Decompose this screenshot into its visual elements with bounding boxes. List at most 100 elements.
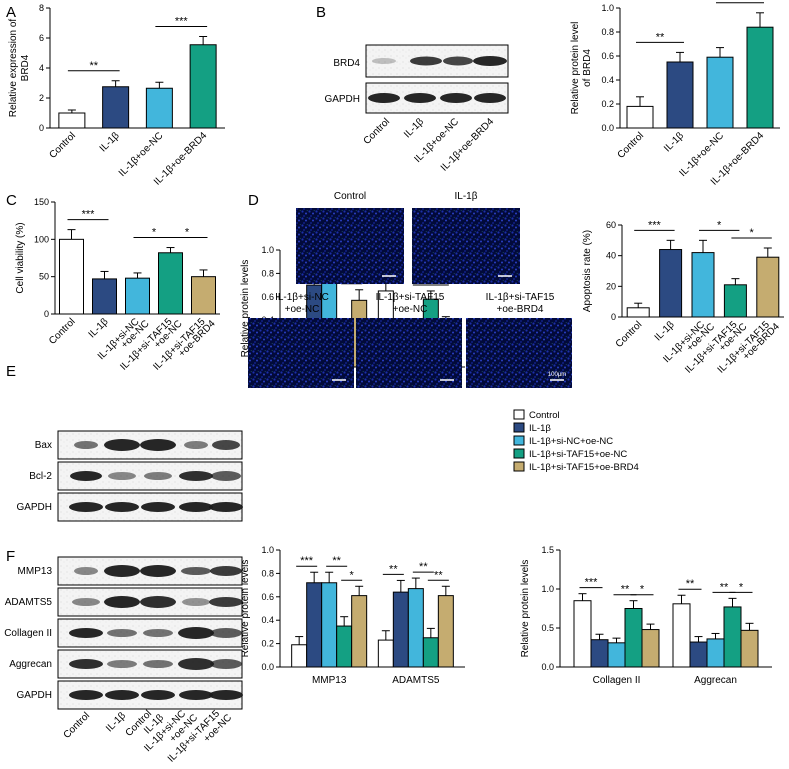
significance-label-F2: *	[739, 581, 744, 593]
bar-C-2	[125, 277, 150, 315]
y-axis-label-D: Apoptosis rate (%)	[582, 230, 593, 312]
blot-brd4-band	[473, 56, 507, 66]
category-label-A: IL-1β	[98, 130, 122, 154]
significance-label-B: **	[656, 31, 665, 43]
bar-F1-ADAMTS5-4	[437, 595, 454, 668]
bar-D-0	[626, 307, 650, 318]
blot-gapdh-e	[57, 492, 243, 522]
blot-bax-band	[140, 439, 176, 451]
y-tick-label-F1: 0.4	[261, 615, 274, 625]
legend-swatch	[513, 435, 525, 446]
category-label-A: Control	[47, 130, 78, 161]
y-tick-label-F1: 0.8	[261, 568, 274, 578]
y-tick-label-E: 0.8	[261, 268, 274, 278]
significance-label-F1: **	[332, 555, 341, 567]
scale-bar-label: 100μm	[548, 372, 566, 378]
blot-bax-band	[104, 439, 140, 451]
y-axis-label-B: Relative protein level	[570, 22, 581, 115]
group-label-F2: Collagen II	[593, 675, 641, 686]
y-tick-label-F1: 0.0	[261, 662, 274, 672]
y-tick-label-D: 20	[606, 281, 616, 291]
bar-D-4	[756, 256, 780, 318]
y-axis-label-E: Relative protein levels	[240, 260, 251, 358]
y-tick-label-C: 100	[34, 234, 49, 244]
blot-label-e: Bcl-2	[29, 471, 52, 482]
blot-lane-label-f: Control	[62, 710, 93, 741]
blot-f-0	[57, 556, 243, 586]
bar-F1-MMP13-2	[321, 582, 338, 668]
y-tick-label-F2: 0.0	[541, 662, 554, 672]
blot-label-f: Aggrecan	[9, 659, 52, 670]
blot-label-f: GAPDH	[16, 690, 52, 701]
bar-B-0	[626, 105, 654, 129]
blot-label-f: ADAMTS5	[5, 597, 53, 608]
micrograph-label: +oe-NC	[285, 304, 320, 315]
bar-F1-ADAMTS5-1	[392, 591, 409, 668]
significance-label-F1: **	[419, 561, 428, 573]
blot-bcl2-band	[70, 471, 102, 481]
category-label-B: IL-1β	[662, 130, 686, 154]
category-label-D: Control	[614, 319, 645, 350]
blot-gapdh-e-band	[69, 502, 103, 512]
blot-f-3-band	[210, 659, 242, 669]
blot-bax-band	[184, 441, 208, 449]
micrograph-label: IL-1β+si-NC	[275, 292, 329, 303]
blot-label-f: Collagen II	[4, 628, 52, 639]
y-tick-label-E: 0.6	[261, 292, 274, 302]
panel-label-A: A	[6, 4, 16, 21]
y-axis-label-A: BRD4	[20, 54, 31, 81]
category-label-C: Control	[47, 316, 78, 347]
y-tick-label-F1: 0.6	[261, 592, 274, 602]
significance-label-C: *	[152, 227, 157, 239]
significance-label-F2: **	[686, 578, 695, 590]
y-tick-label-C: 150	[34, 197, 49, 207]
blot-brd4-band	[443, 56, 473, 66]
y-tick-label-D: 60	[606, 220, 616, 230]
blot-f-2-band	[210, 628, 242, 638]
blot-f-3-band	[143, 660, 173, 668]
significance-label-F2: **	[621, 584, 630, 596]
micrograph-image	[412, 208, 520, 284]
y-tick-label-E: 1.0	[261, 245, 274, 255]
y-tick-label-B: 0.8	[601, 27, 614, 37]
blot-gapdh-b-band	[368, 93, 400, 103]
bar-F2-Collagen II-0	[573, 600, 592, 668]
legend-label: IL-1β+si-NC+oe-NC	[529, 436, 613, 447]
blot-f-4	[57, 680, 243, 710]
significance-label-C: *	[185, 227, 190, 239]
significance-label-A: ***	[175, 16, 189, 28]
blot-f-3-band	[69, 659, 103, 669]
y-tick-label-D: 40	[606, 251, 616, 261]
y-tick-label-B: 0.6	[601, 51, 614, 61]
blot-gapdh-e-band	[209, 502, 243, 512]
blot-label-e: GAPDH	[16, 502, 52, 513]
blot-gapdh-e-band	[179, 502, 213, 512]
blot-f-0-band	[74, 567, 98, 575]
blot-f-1-band	[140, 596, 176, 608]
bar-F1-ADAMTS5-2	[407, 588, 424, 668]
legend-label: IL-1β	[529, 423, 551, 434]
bar-F1-MMP13-0	[291, 644, 308, 668]
blot-f-2	[57, 618, 243, 648]
blot-label-e: Bax	[35, 440, 52, 451]
blot-f-3-band	[107, 660, 137, 668]
blot-f-1-band	[209, 597, 243, 607]
blot-bcl2	[57, 461, 243, 491]
significance-label-B: *	[738, 0, 743, 4]
legend-label: Control	[529, 410, 560, 421]
blot-bax-band	[212, 440, 240, 450]
significance-label-C: ***	[82, 209, 96, 221]
bar-F1-MMP13-3	[336, 625, 353, 668]
category-label-B: Control	[616, 130, 647, 161]
micrograph-image	[248, 318, 354, 388]
blot-f-3-band	[178, 658, 214, 670]
blot-bcl2-band	[108, 472, 136, 480]
micrograph-label: IL-1β+si-TAF15	[486, 292, 555, 303]
micrograph-image	[296, 208, 404, 284]
y-tick-label-A: 4	[39, 63, 44, 73]
blot-f-1-band	[104, 596, 140, 608]
micrograph-label: IL-1β+si-TAF15	[376, 292, 445, 303]
legend-swatch	[513, 461, 525, 472]
blot-f-0-band	[104, 565, 140, 577]
